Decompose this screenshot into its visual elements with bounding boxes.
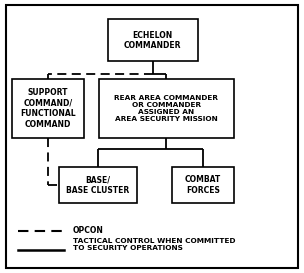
- Text: ECHELON
COMMANDER: ECHELON COMMANDER: [124, 31, 181, 50]
- FancyBboxPatch shape: [108, 19, 198, 61]
- FancyBboxPatch shape: [172, 167, 234, 203]
- Text: REAR AREA COMMANDER
OR COMMANDER
ASSIGNED AN
AREA SECURITY MISSION: REAR AREA COMMANDER OR COMMANDER ASSIGNE…: [114, 95, 219, 122]
- Text: TACTICAL CONTROL WHEN COMMITTED
TO SECURITY OPERATIONS: TACTICAL CONTROL WHEN COMMITTED TO SECUR…: [73, 238, 236, 251]
- FancyBboxPatch shape: [12, 79, 84, 138]
- FancyBboxPatch shape: [99, 79, 234, 138]
- Text: BASE/
BASE CLUSTER: BASE/ BASE CLUSTER: [66, 175, 130, 195]
- Text: COMBAT
FORCES: COMBAT FORCES: [185, 175, 221, 195]
- Text: OPCON: OPCON: [73, 226, 104, 235]
- Text: SUPPORT
COMMAND/
FUNCTIONAL
COMMAND: SUPPORT COMMAND/ FUNCTIONAL COMMAND: [20, 88, 76, 129]
- FancyBboxPatch shape: [59, 167, 137, 203]
- FancyBboxPatch shape: [6, 5, 298, 268]
